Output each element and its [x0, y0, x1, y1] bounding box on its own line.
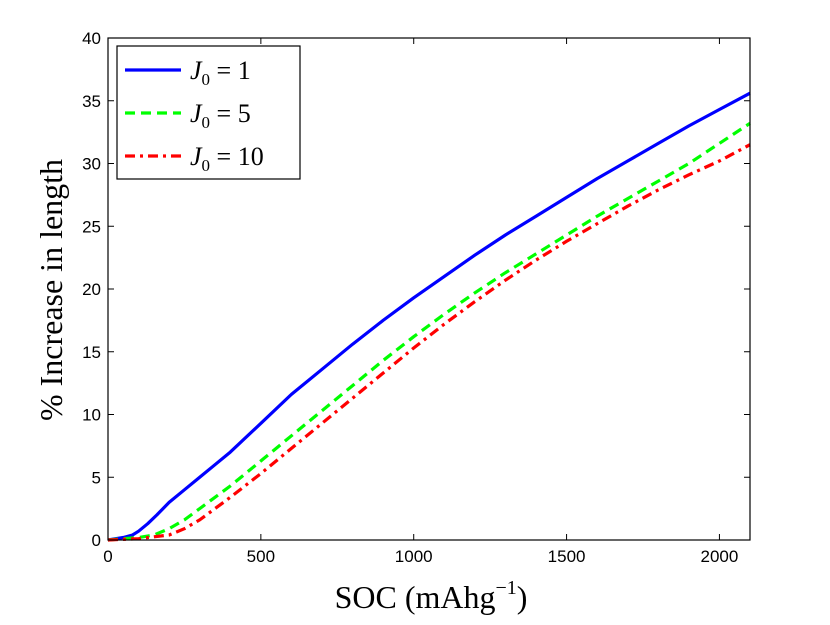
legend-value: = 1	[210, 56, 251, 85]
y-axis-label: % Increase in length	[33, 159, 69, 421]
y-tick-label: 5	[92, 468, 101, 487]
y-tick-label: 20	[82, 280, 101, 299]
x-tick-label: 2000	[701, 547, 739, 566]
series-lines	[107, 91, 751, 542]
legend-var: J	[190, 99, 203, 128]
series-line-1	[107, 121, 751, 542]
y-tick-label: 30	[82, 155, 101, 174]
y-tick-label: 0	[92, 531, 101, 550]
legend-var: J	[190, 56, 203, 85]
legend-subscript: 0	[202, 113, 211, 132]
legend-label-0: J0 = 1	[190, 56, 251, 89]
x-axis-label-base: SOC (mAhg	[335, 579, 496, 615]
x-tick-label: 1000	[395, 547, 433, 566]
legend-label-2: J0 = 10	[190, 142, 264, 175]
x-axis-label-close: )	[517, 579, 528, 615]
legend-var: J	[190, 142, 203, 171]
x-axis-label-exponent: −1	[495, 577, 516, 599]
axis-ticks: 0 500 1000 1500 2000 0 5 10 15 20 25 30 35 40	[82, 29, 750, 566]
legend-subscript: 0	[202, 156, 211, 175]
y-tick-label: 15	[82, 343, 101, 362]
x-tick-label: 0	[103, 547, 112, 566]
legend-subscript: 0	[202, 70, 211, 89]
y-tick-label: 25	[82, 217, 101, 236]
legend-value: = 5	[210, 99, 251, 128]
legend-label-1: J0 = 5	[190, 99, 251, 132]
y-tick-label: 10	[82, 406, 101, 425]
x-tick-label: 1500	[548, 547, 586, 566]
y-tick-label: 35	[82, 92, 101, 111]
plot-frame	[107, 37, 751, 541]
legend: J0 = 1J0 = 5J0 = 10	[116, 45, 301, 180]
series-line-2	[107, 143, 751, 542]
legend-value: = 10	[210, 142, 264, 171]
x-tick-label: 500	[247, 547, 275, 566]
x-axis-label: SOC (mAhg−1)	[335, 577, 528, 615]
series-line-0	[107, 91, 751, 542]
y-tick-label: 40	[82, 29, 101, 48]
